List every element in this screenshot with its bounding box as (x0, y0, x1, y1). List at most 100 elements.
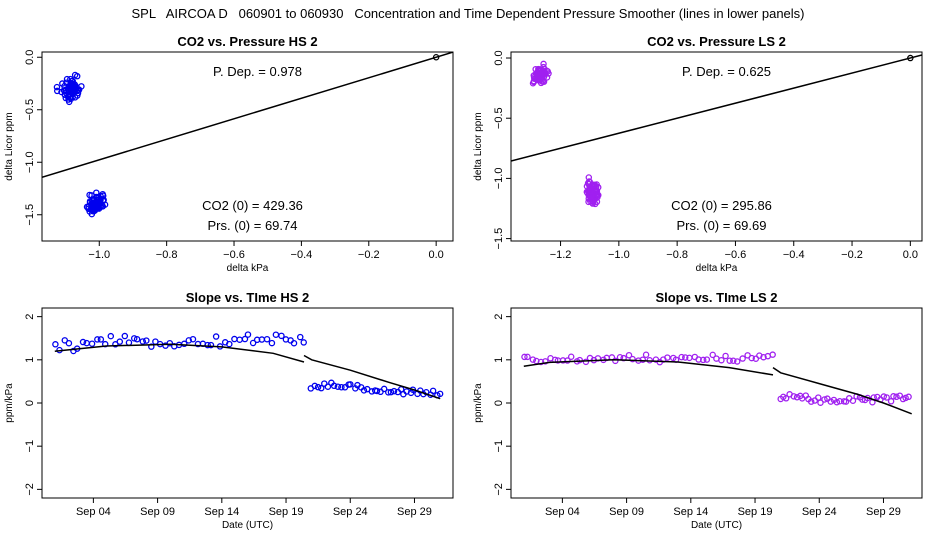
data-point (297, 333, 304, 341)
data-point (244, 331, 252, 338)
data-point (703, 356, 711, 363)
pressure-zero-label: Prs. (0) = 69.74 (208, 218, 298, 233)
co2-zero-label: CO2 (0) = 295.86 (671, 198, 772, 213)
data-point (827, 398, 834, 405)
x-tick-label: Sep 04 (545, 506, 580, 518)
pressure-dependence-label: P. Dep. = 0.978 (213, 64, 302, 79)
data-point (748, 354, 755, 362)
data-point (564, 357, 571, 364)
data-point (807, 398, 815, 405)
plot-frame (41, 51, 454, 242)
data-point (836, 398, 844, 405)
data-point (537, 358, 545, 366)
y-tick-label: −1.0 (24, 151, 36, 173)
x-tick-label: Sep 29 (866, 506, 901, 518)
co2-zero-label: CO2 (0) = 429.36 (202, 198, 303, 213)
smoother-line (772, 366, 912, 415)
y-tick-label: −2 (24, 483, 36, 496)
x-tick-label: Sep 09 (609, 506, 644, 518)
data-point (682, 354, 689, 361)
data-point (718, 356, 725, 364)
data-point (730, 357, 737, 365)
y-axis-label: ppm/kPa (473, 383, 484, 423)
data-point (61, 82, 68, 90)
y-tick-label: −1.0 (493, 168, 505, 190)
data-point (130, 335, 138, 342)
data-point (207, 341, 215, 349)
x-tick-label: 0.0 (903, 249, 918, 261)
data-point (330, 382, 338, 390)
x-tick-label: −0.8 (666, 249, 688, 261)
origin-point (907, 54, 914, 62)
data-point (347, 381, 354, 388)
data-point (52, 341, 59, 348)
data-point (722, 352, 729, 360)
data-point (642, 351, 650, 359)
y-tick-label: 2 (493, 314, 505, 320)
data-point (90, 200, 97, 207)
data-point (53, 87, 61, 95)
data-point (817, 399, 824, 406)
y-tick-label: 1 (24, 357, 36, 363)
data-point (321, 380, 328, 387)
pressure-zero-label: Prs. (0) = 69.69 (677, 218, 767, 233)
x-tick-label: −0.4 (783, 249, 805, 261)
data-point (65, 96, 72, 103)
data-point (815, 394, 822, 401)
data-point (360, 387, 368, 394)
data-point (678, 353, 685, 361)
y-axis-label: delta Licor ppm (473, 112, 484, 180)
x-tick-label: −0.6 (223, 249, 245, 261)
x-tick-label: Sep 24 (333, 506, 368, 518)
data-point (524, 353, 531, 361)
data-point (543, 74, 551, 81)
plot-frame (510, 51, 923, 242)
data-point (726, 357, 733, 364)
data-point (576, 356, 583, 364)
y-tick-label: −1 (24, 440, 36, 453)
data-point (65, 339, 73, 347)
x-tick-label: −0.8 (156, 249, 178, 261)
data-point (890, 393, 897, 400)
regression-line (42, 52, 453, 178)
data-point (67, 82, 75, 90)
data-point (189, 335, 197, 343)
panel-hs-time: Slope vs. TIme HS 2 Sep 04 Sep 09 Sep 14 Sep… (4, 290, 454, 531)
data-point (61, 337, 69, 344)
data-point (529, 80, 537, 87)
data-point (83, 203, 91, 211)
data-point (90, 208, 97, 215)
plot-frame (510, 307, 923, 499)
data-point (821, 396, 828, 403)
data-point (589, 182, 597, 189)
panel-title: Slope vs. TIme LS 2 (655, 290, 777, 305)
data-point (387, 388, 395, 396)
panel-title: Slope vs. TIme HS 2 (186, 290, 310, 305)
data-point (769, 351, 776, 358)
data-point (880, 393, 888, 400)
data-point (436, 390, 444, 398)
plot-data (511, 54, 922, 208)
data-point (212, 333, 220, 340)
data-point (373, 387, 381, 395)
plot-data (42, 52, 453, 218)
data-point (334, 383, 342, 390)
data-point (71, 71, 79, 79)
plot-data (52, 331, 444, 400)
data-point (86, 208, 93, 215)
y-tick-label: 0 (493, 400, 505, 406)
data-point (74, 86, 81, 94)
data-point (585, 180, 593, 188)
x-tick-label: Sep 19 (738, 506, 773, 518)
data-point (540, 60, 547, 68)
x-axis-label: delta kPa (696, 263, 738, 274)
y-axis-label: delta Licor ppm (4, 112, 15, 180)
data-point (272, 331, 280, 338)
data-point (317, 384, 325, 392)
data-point (625, 351, 633, 359)
data-point (629, 355, 636, 363)
x-tick-label: Sep 24 (802, 506, 837, 518)
data-point (143, 337, 150, 344)
data-point (107, 332, 115, 340)
data-point (139, 338, 147, 345)
